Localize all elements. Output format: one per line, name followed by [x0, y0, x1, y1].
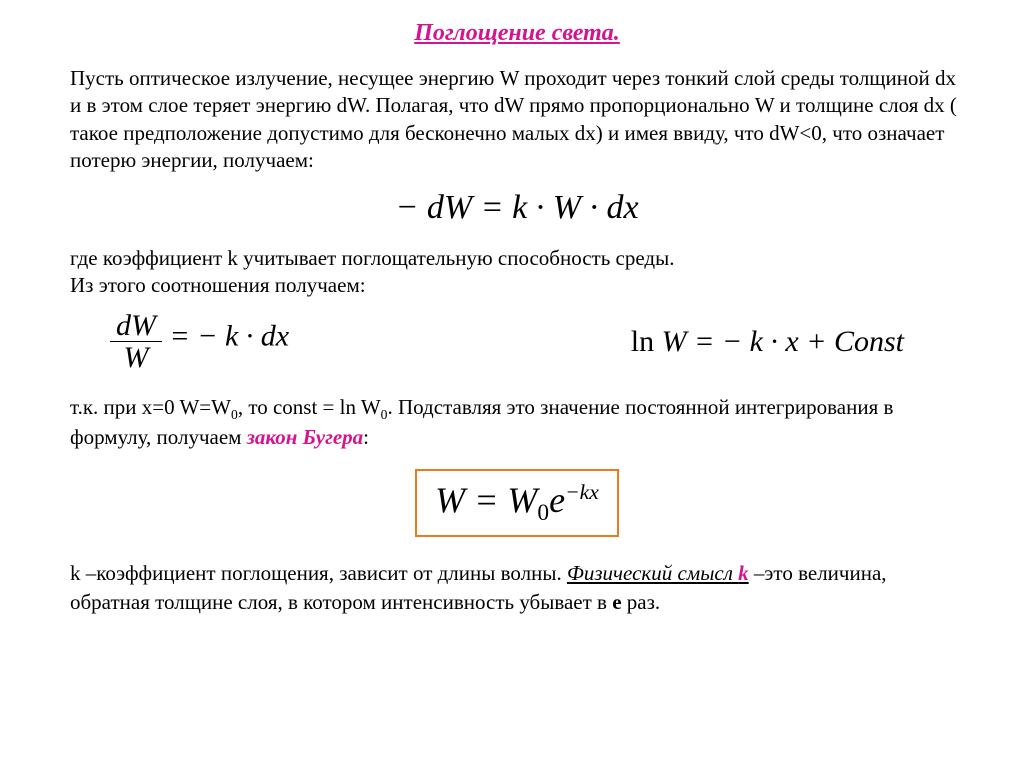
boxed-exp: −kx: [565, 480, 599, 504]
equation-2-left-rhs: = − k · dx: [162, 319, 289, 352]
equation-row-2: dW W = − k · dx ln W = − k · x + Const: [110, 310, 904, 374]
fraction-dw-w: dW W: [110, 310, 162, 374]
para3-mid: , то const = ln W: [238, 395, 381, 419]
boxed-equation-bouguer: W = W0e−kx: [415, 469, 619, 537]
paragraph-2-line1: где коэффициент k учитывает поглощательн…: [70, 246, 674, 270]
intro-paragraph: Пусть оптическое излучение, несущее энер…: [70, 65, 964, 174]
final-underline: Физический смысл k: [567, 561, 749, 585]
boxed-sub0: 0: [537, 500, 549, 526]
equation-2-right: ln W = − k · x + Const: [631, 325, 904, 359]
final-a: k –коэффициент поглощения, зависит от дл…: [70, 561, 567, 585]
paragraph-2-line2: Из этого соотношения получаем:: [70, 273, 366, 297]
para3-sub0: 0: [231, 407, 238, 422]
boxed-equation-wrap: W = W0e−kx: [70, 469, 964, 537]
para3-pre: т.к. при x=0 W=W: [70, 395, 231, 419]
equation-2-left: dW W = − k · dx: [110, 310, 289, 374]
final-paragraph: k –коэффициент поглощения, зависит от дл…: [70, 559, 964, 616]
fraction-denominator: W: [118, 342, 155, 374]
para3-sub0b: 0: [381, 407, 388, 422]
slide-page: Поглощение света. Пусть оптическое излуч…: [0, 0, 1024, 636]
equation-1-block: − dW = k · W · dx: [70, 189, 964, 227]
fraction-numerator: dW: [110, 310, 162, 343]
equation-1: − dW = k · W · dx: [395, 189, 638, 226]
boxed-e: e: [549, 480, 565, 520]
para3-red: закон Бугера: [247, 425, 363, 449]
equation-2-right-text: W = − k · x + Const: [662, 325, 904, 358]
page-title: Поглощение света.: [70, 20, 964, 47]
boxed-W: W = W: [435, 480, 537, 520]
para3-colon: :: [363, 425, 369, 449]
final-c: раз.: [622, 590, 661, 614]
final-e: е: [612, 590, 621, 614]
final-k: k: [738, 561, 749, 585]
final-ul-text: Физический смысл: [567, 561, 738, 585]
paragraph-3: т.к. при x=0 W=W0, то const = ln W0. Под…: [70, 394, 964, 451]
paragraph-2: где коэффициент k учитывает поглощательн…: [70, 245, 964, 300]
